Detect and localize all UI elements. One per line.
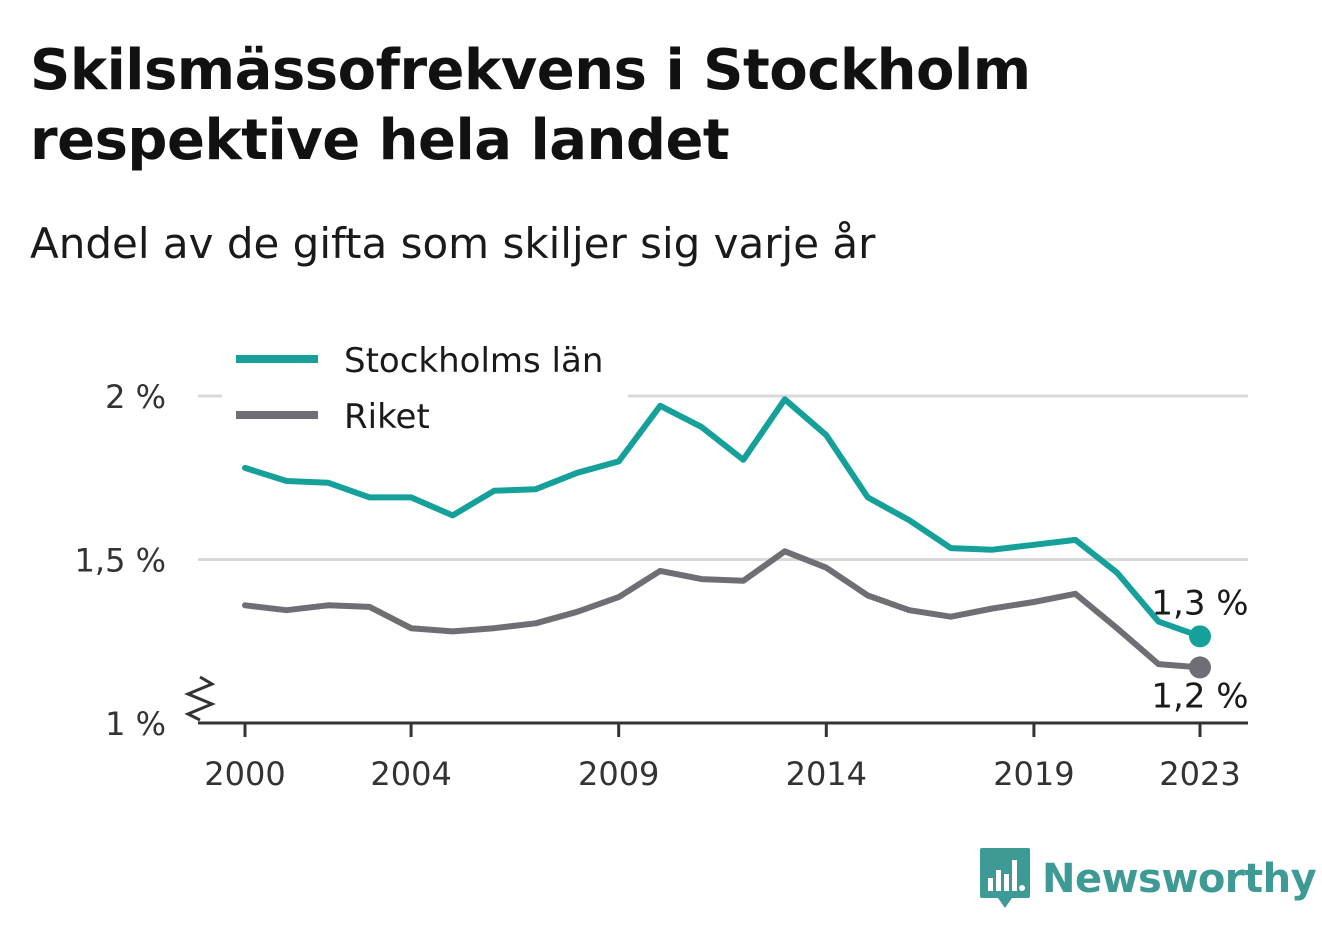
- newsworthy-logo: Newsworthy: [980, 848, 1317, 910]
- chart-title: Skilsmässofrekvens i Stockholm respektiv…: [30, 38, 1031, 173]
- end-value-label: 1,2 %: [1151, 676, 1248, 716]
- axis-break-icon: [184, 675, 216, 722]
- y-tick-label: 1,5 %: [75, 542, 166, 580]
- y-tick-label: 1 %: [105, 705, 166, 743]
- series-line-stockholms-lan: [242, 396, 1203, 640]
- x-tick-label: 2023: [1159, 755, 1240, 793]
- end-value-label: 1,3 %: [1151, 583, 1248, 623]
- end-labels: 1,3 % 1,2 %: [1151, 583, 1248, 716]
- x-tick-label: 2019: [993, 755, 1074, 793]
- end-point-marker: [1189, 625, 1211, 648]
- chart-subtitle: Andel av de gifta som skiljer sig varje …: [30, 219, 876, 268]
- x-tick-label: 2000: [204, 755, 285, 793]
- series-layer: [242, 396, 1211, 679]
- legend: Stockholms län Riket: [222, 330, 628, 445]
- axis-layer: 1 % 1,5 % 2 % 2000 2004 2009 2014 2019 2023: [75, 378, 1248, 793]
- legend-label-riket: Riket: [344, 397, 430, 437]
- end-point-marker: [1189, 656, 1211, 679]
- series-line-riket: [242, 548, 1203, 671]
- x-tick-label: 2009: [578, 755, 659, 793]
- x-tick-label: 2004: [370, 755, 451, 793]
- legend-label-stockholms-lan: Stockholms län: [344, 341, 603, 381]
- brand-name: Newsworthy: [1042, 856, 1317, 902]
- x-tick-label: 2014: [786, 755, 867, 793]
- y-tick-label: 2 %: [105, 378, 166, 416]
- legend-background: [222, 330, 628, 445]
- bar-chart-badge-icon: [980, 848, 1030, 908]
